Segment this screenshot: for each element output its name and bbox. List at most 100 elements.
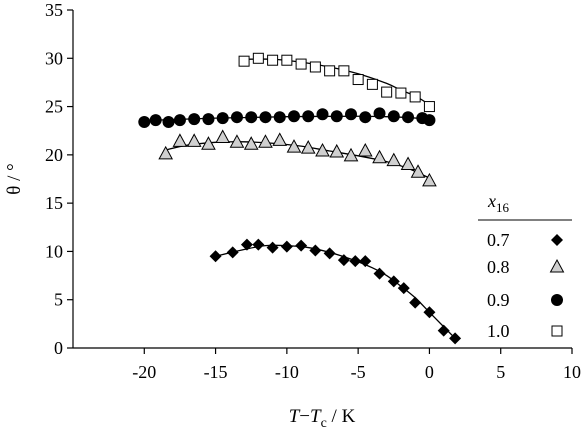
data-point-0.9 [402,111,415,124]
data-point-1.0 [381,86,393,98]
data-point-0.8 [201,136,216,150]
fit-curves [144,58,456,339]
data-point-0.9 [245,111,258,124]
data-point-0.7 [349,255,362,268]
y-tick-label: 0 [54,338,63,358]
y-tick-label: 35 [45,0,63,20]
data-point-0.7 [295,239,308,252]
data-point-0.9 [302,110,315,123]
data-point-0.9 [330,110,343,123]
data-point-0.8 [357,142,373,157]
data-point-0.8 [300,140,316,154]
data-point-0.8 [400,156,416,171]
x-axis-label: T−Tc / K [289,406,356,431]
x-axis-label-unit: / K [327,406,356,427]
data-points [138,52,462,345]
legend-marker-0.9 [551,294,563,306]
data-point-0.7 [280,240,293,253]
x-axis-label-tc-sub: c [321,416,327,431]
data-point-0.8 [343,147,359,162]
data-point-0.7 [240,238,253,251]
y-tick-label: 10 [45,241,63,261]
x-tick-label: 10 [563,362,581,382]
y-tick-label: 15 [45,193,63,213]
axes [72,10,572,349]
data-point-1.0 [352,74,364,86]
x-tick-label: 5 [496,362,505,382]
data-point-0.7 [449,332,462,345]
data-point-0.8 [286,139,302,153]
data-point-0.7 [252,238,265,251]
data-point-0.8 [158,145,174,160]
data-point-0.9 [387,110,400,123]
data-point-0.8 [186,133,202,147]
fit-curve-0.7 [215,244,456,339]
data-point-0.9 [202,113,215,126]
legend-marker-0.8 [549,258,565,273]
data-point-0.7 [437,324,450,337]
fit-curve-0.9 [144,115,430,122]
legend-title-sub: 16 [496,200,510,215]
y-tick-label: 30 [45,48,63,68]
data-point-0.9 [230,111,243,124]
data-point-0.7 [323,247,336,260]
x-tick-label: 0 [425,362,434,382]
data-point-0.9 [423,114,436,127]
data-point-0.9 [373,107,386,120]
data-point-0.9 [138,116,151,129]
y-axis-label: θ / ° [4,163,25,194]
data-point-1.0 [281,54,293,66]
data-point-1.0 [338,65,350,77]
data-point-0.9 [316,108,329,121]
data-point-1.0 [309,61,321,73]
data-point-0.9 [287,110,300,123]
data-point-1.0 [423,101,435,113]
data-point-0.7 [359,255,372,268]
legend-label-1.0: 1.0 [487,321,510,341]
y-tick-label: 5 [54,290,63,310]
data-point-0.8 [329,143,345,158]
data-point-1.0 [409,91,421,103]
data-point-1.0 [366,78,378,90]
data-point-0.7 [266,241,279,254]
data-point-1.0 [252,52,264,64]
data-point-1.0 [395,87,407,99]
data-point-0.7 [209,250,222,263]
data-point-0.9 [216,112,229,125]
data-point-0.8 [410,164,426,178]
data-point-0.9 [162,116,175,129]
data-point-1.0 [267,54,279,66]
data-point-0.7 [409,296,422,309]
x-axis-label-tc: T [310,406,322,427]
data-point-1.0 [324,65,336,77]
legend-marker-0.7 [551,234,563,246]
x-axis-label-dash: − [299,406,310,427]
data-point-0.7 [397,282,410,295]
legend-label-0.9: 0.9 [487,290,510,310]
data-point-0.9 [259,111,272,124]
y-ticks: 0 5 10 15 20 25 30 35 [45,0,73,358]
legend-label-0.8: 0.8 [487,257,510,277]
data-point-0.9 [149,114,162,127]
x-tick-label: -15 [204,362,228,382]
data-point-0.9 [173,114,186,127]
data-point-0.7 [423,306,436,319]
data-point-0.9 [359,111,372,124]
data-point-0.8 [315,142,330,157]
data-point-0.9 [188,113,201,126]
data-point-0.8 [386,152,402,167]
data-point-0.8 [229,134,245,148]
data-point-1.0 [238,55,250,67]
data-point-0.8 [243,136,259,150]
x-tick-label: -10 [275,362,299,382]
data-point-0.9 [345,108,358,121]
legend-items: 0.7 0.8 0.9 1.0 [487,230,565,341]
data-point-0.9 [273,111,286,124]
data-point-0.7 [387,275,400,288]
data-point-0.8 [422,172,437,187]
y-tick-label: 20 [45,145,63,165]
legend-title: x16 [487,191,510,215]
y-tick-label: 25 [45,97,63,117]
data-point-0.8 [215,129,231,143]
